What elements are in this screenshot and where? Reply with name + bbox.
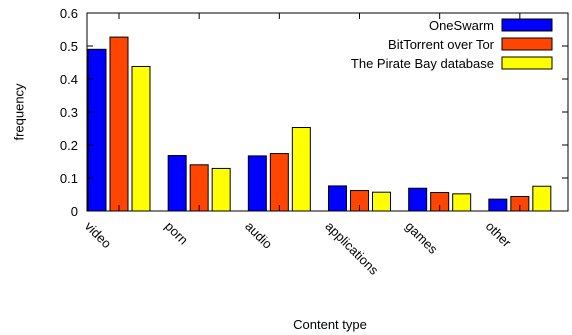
legend-label-2: BitTorrent over Tor [388,37,495,52]
bars-layer [87,36,552,212]
x-tick-label-games: games [403,219,442,258]
x-tick-label-video: video [82,219,115,252]
y-tick-label: 0.2 [60,138,78,153]
y-axis-label: frequency [11,83,26,141]
bar-applications-3 [372,191,391,212]
y-tick-label: 0.6 [60,6,78,21]
bar-porn-2 [189,164,209,212]
bar-games-1 [408,187,428,212]
bar-audio-1 [247,155,267,212]
y-tick-label: 0.3 [60,105,78,120]
legend-label-3: The Pirate Bay database [351,56,494,71]
legend-swatch-3 [501,56,553,70]
legend-swatch-2 [501,37,553,51]
bar-video-1 [87,48,107,212]
bar-video-2 [109,36,129,212]
bar-other-1 [488,198,508,212]
legend: OneSwarm BitTorrent over Tor The Pirate Ba… [351,18,553,71]
bar-applications-1 [328,185,347,212]
x-tick-label-porn: porn [162,219,191,248]
bar-audio-2 [269,153,289,212]
x-tick-label-applications: applications [322,219,382,279]
plot-frame [86,12,569,212]
y-tick-label: 0.4 [60,72,78,87]
x-tick-label-audio: audio [242,219,275,252]
bar-video-3 [131,65,151,212]
bar-games-3 [452,193,472,212]
bar-porn-1 [167,155,187,212]
x-tick-label-other: other [483,219,515,251]
legend-label-1: OneSwarm [429,18,494,33]
legend-swatch-1 [501,18,553,32]
bar-other-3 [532,185,552,212]
y-tick-label: 0 [71,204,78,219]
y-tick-label: 0.5 [60,39,78,54]
bar-audio-3 [291,127,311,212]
x-axis-label: Content type [293,317,367,332]
y-tick-label: 0.1 [60,171,78,186]
bar-porn-3 [211,167,231,212]
